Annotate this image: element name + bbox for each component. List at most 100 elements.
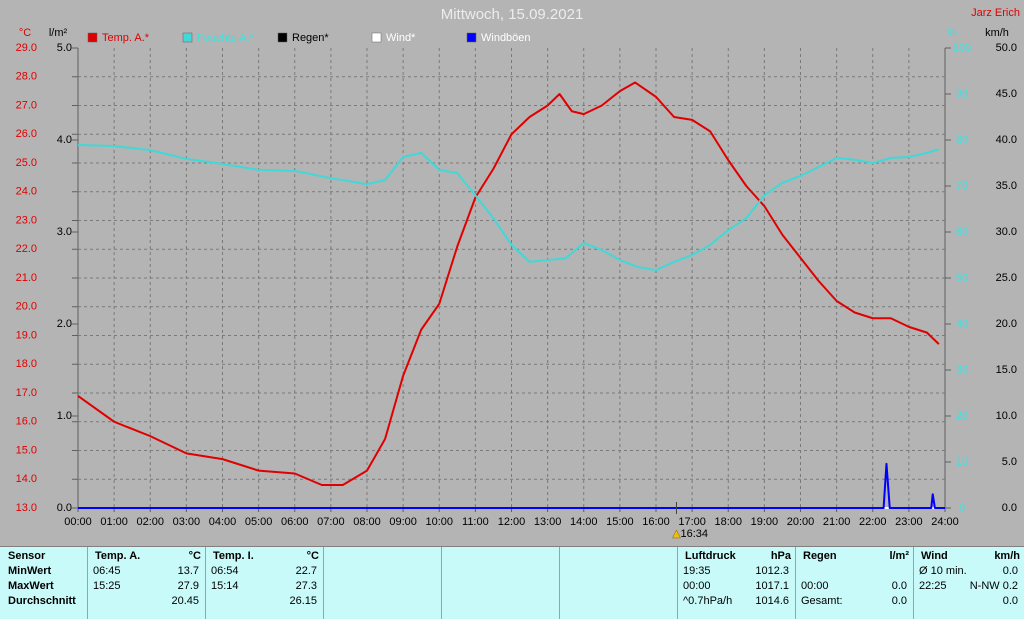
y-tick-label: 0 [959,502,965,514]
y-tick-label: 13.0 [16,502,37,514]
column-divider [87,547,88,619]
x-tick-label: 13:00 [534,516,562,528]
y-tick-label: 5.0 [57,42,72,54]
legend-swatch [371,32,382,43]
column-divider [795,547,796,619]
column-title: Regen [803,550,837,562]
legend-swatch [466,32,477,43]
legend-label: Wind* [386,32,416,44]
column-divider [559,547,560,619]
cell-time: Ø 10 min. [919,565,967,577]
cell-time: 06:54 [211,565,239,577]
y-tick-label: 80 [956,134,968,146]
column-unit: °C [306,550,319,562]
column-divider [205,547,206,619]
owner: Jarz Erich [971,7,1020,19]
column-unit: l/m² [889,550,909,562]
x-tick-label: 18:00 [714,516,742,528]
x-tick-label: 00:00 [64,516,92,528]
stats-table: Sensor MinWert MaxWert Durchschnitt Temp. A.… [0,546,1024,619]
x-tick-label: 06:00 [281,516,309,528]
x-tick-label: 10:00 [425,516,453,528]
column-divider [913,547,914,619]
y-tick-label: 14.0 [16,473,37,485]
cell-time: 06:45 [93,565,121,577]
y-tick-label: 20 [956,410,968,422]
axis-title: °C [19,27,31,39]
y-tick-label: 60 [956,226,968,238]
column-title: Luftdruck [685,550,736,562]
y-tick-label: 22.0 [16,243,37,255]
y-tick-label: 18.0 [16,358,37,370]
y-tick-label: 45.0 [996,88,1017,100]
y-tick-label: 29.0 [16,42,37,54]
cell-value: 27.9 [177,580,199,592]
column-title: Temp. A. [95,550,141,562]
y-tick-label: 10.0 [996,410,1017,422]
y-tick-label: 28.0 [16,71,37,83]
x-tick-label: 03:00 [173,516,201,528]
y-tick-label: 100 [953,42,971,54]
series-line [77,81,940,486]
cell-value: 13.7 [177,565,199,577]
column-title: Wind [921,550,948,562]
column-divider [677,547,678,619]
cell-time: 00:00 [683,580,711,592]
y-tick-label: 23.0 [16,214,37,226]
x-tick-label: 17:00 [678,516,706,528]
y-tick-label: 17.0 [16,387,37,399]
y-tick-label: 25.0 [16,157,37,169]
y-tick-label: 35.0 [996,180,1017,192]
y-tick-label: 21.0 [16,272,37,284]
x-tick-label: 09:00 [389,516,417,528]
cell-value: 0.0 [1002,595,1018,607]
cell-time: Gesamt: [801,595,843,607]
y-tick-label: 5.0 [1002,456,1017,468]
y-tick-label: 30 [956,364,968,376]
y-tick-label: 20.0 [16,301,37,313]
series-line [78,462,945,509]
y-tick-label: 10 [956,456,968,468]
y-tick-label: 26.0 [16,128,37,140]
y-tick-label: 19.0 [16,329,37,341]
cell-value: 27.3 [295,580,317,592]
y-tick-label: 40.0 [996,134,1017,146]
cell-value: 1017.1 [755,580,789,592]
x-tick-label: 07:00 [317,516,345,528]
y-tick-label: 20.0 [996,318,1017,330]
x-tick-label: 11:00 [462,516,489,528]
row-label: MaxWert [8,580,54,592]
x-tick-label: 05:00 [245,516,273,528]
column-unit: hPa [770,550,791,562]
cell-time: ^0.7hPa/h [683,595,733,607]
cell-value: 20.45 [171,595,199,607]
cell-value: 26.15 [289,595,317,607]
cell-time: 22:25 [919,580,947,592]
legend-swatch [277,32,288,43]
y-tick-label: 27.0 [16,99,37,111]
y-tick-label: 40 [956,318,968,330]
axis-title: km/h [985,27,1009,39]
cell-value: 0.0 [891,595,907,607]
y-tick-label: 24.0 [16,186,37,198]
y-tick-label: 30.0 [996,226,1017,238]
x-tick-label: 22:00 [859,516,887,528]
y-tick-label: 3.0 [57,226,72,238]
cell-value: 1014.6 [755,595,789,607]
cell-time: 15:14 [211,580,239,592]
series-line [77,144,940,272]
cell-time: 19:35 [683,565,711,577]
y-tick-label: 50 [956,272,968,284]
y-tick-label: 70 [956,180,968,192]
x-tick-label: 02:00 [136,516,164,528]
x-tick-label: 08:00 [353,516,381,528]
column-title: Temp. I. [213,550,254,562]
y-tick-label: 25.0 [996,272,1017,284]
x-tick-label: 04:00 [209,516,237,528]
cell-value: N-NW 0.2 [969,580,1018,592]
y-tick-label: 16.0 [16,416,37,428]
x-tick-label: 24:00 [931,516,959,528]
x-tick-label: 14:00 [570,516,598,528]
cell-value: 0.0 [1002,565,1018,577]
x-tick-label: 15:00 [606,516,634,528]
